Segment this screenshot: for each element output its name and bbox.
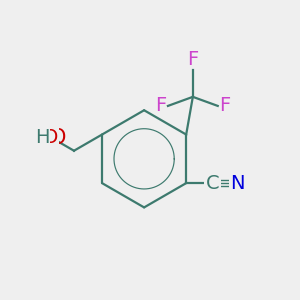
Text: H: H <box>35 128 50 147</box>
Text: F: F <box>155 96 166 116</box>
Text: O: O <box>43 128 59 147</box>
Text: C: C <box>206 174 220 193</box>
Text: F: F <box>187 50 199 69</box>
Text: O: O <box>50 128 66 148</box>
Text: N: N <box>230 174 245 193</box>
Text: F: F <box>219 96 230 116</box>
Text: H: H <box>35 128 50 147</box>
